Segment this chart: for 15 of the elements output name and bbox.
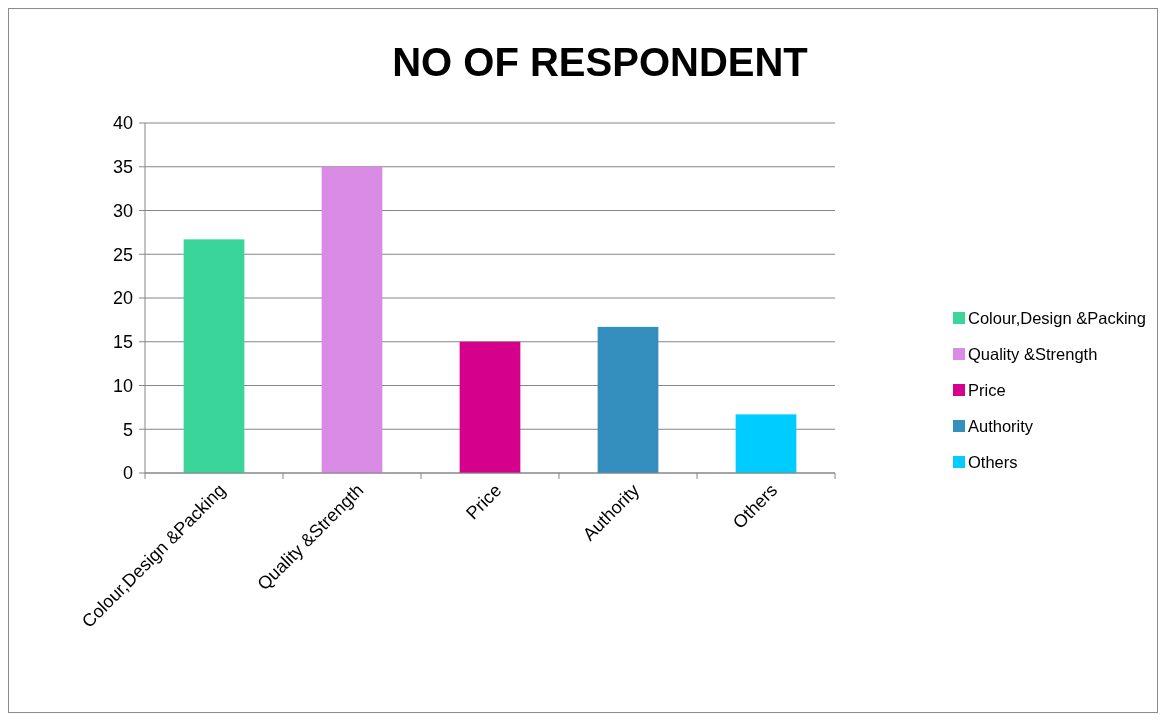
y-tick-label: 0 <box>122 463 133 484</box>
y-tick-label: 40 <box>112 113 133 134</box>
y-tick-label: 25 <box>112 244 133 265</box>
chart-title: NO OF RESPONDENT <box>392 40 808 84</box>
y-tick-label: 5 <box>122 419 133 440</box>
legend-label: Authority <box>968 416 1034 435</box>
legend-label: Others <box>968 452 1018 471</box>
y-tick-label: 15 <box>112 332 133 353</box>
y-tick-label: 10 <box>112 375 133 396</box>
y-tick-label: 30 <box>112 200 133 221</box>
legend-label: Colour,Design &Packing <box>968 308 1146 327</box>
legend-label: Price <box>968 380 1006 399</box>
y-tick-label: 35 <box>112 157 133 178</box>
y-tick-label: 20 <box>112 288 133 309</box>
legend-label: Quality &Strength <box>968 344 1098 363</box>
